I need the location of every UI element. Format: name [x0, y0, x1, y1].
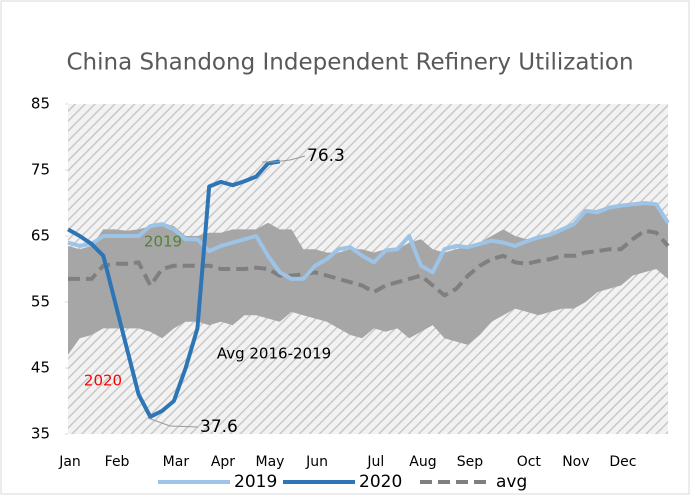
- leader-line: [262, 155, 306, 163]
- x-tick-label: Oct: [517, 454, 542, 470]
- x-tick-label: Dec: [609, 454, 636, 470]
- x-tick-label: Jul: [366, 454, 384, 470]
- series-line: [68, 228, 670, 298]
- x-tick-label: May: [256, 454, 285, 470]
- y-tick-label: 85: [31, 95, 50, 113]
- leader-line: [147, 417, 199, 428]
- x-tick-label: Apr: [211, 454, 235, 470]
- y-tick-label: 35: [31, 425, 50, 443]
- annotation: Avg 2016-2019: [217, 345, 331, 363]
- y-tick-label: 55: [31, 293, 50, 311]
- x-tick-label: Jun: [305, 454, 328, 470]
- annotation: 76.3: [307, 146, 345, 166]
- legend-label: 2019: [234, 472, 277, 492]
- series-line: [67, 159, 281, 419]
- x-tick-label: Feb: [105, 454, 130, 470]
- x-tick-label: Sep: [457, 454, 484, 470]
- x-tick-label: Nov: [562, 454, 589, 470]
- series-line: [67, 201, 670, 281]
- annotation: 2019: [144, 233, 182, 251]
- legend-label: avg: [496, 472, 527, 492]
- range-band: [68, 203, 668, 355]
- y-tick-label: 75: [31, 161, 50, 179]
- chart-title: China Shandong Independent Refinery Util…: [66, 50, 633, 76]
- x-tick-label: Jan: [58, 454, 81, 470]
- x-tick-label: Aug: [409, 454, 436, 470]
- annotation: 2020: [84, 372, 122, 390]
- y-tick-label: 45: [31, 359, 50, 377]
- x-tick-label: Mar: [163, 454, 190, 470]
- y-tick-label: 65: [31, 227, 50, 245]
- annotation: 37.6: [200, 417, 238, 437]
- legend-label: 2020: [359, 472, 402, 492]
